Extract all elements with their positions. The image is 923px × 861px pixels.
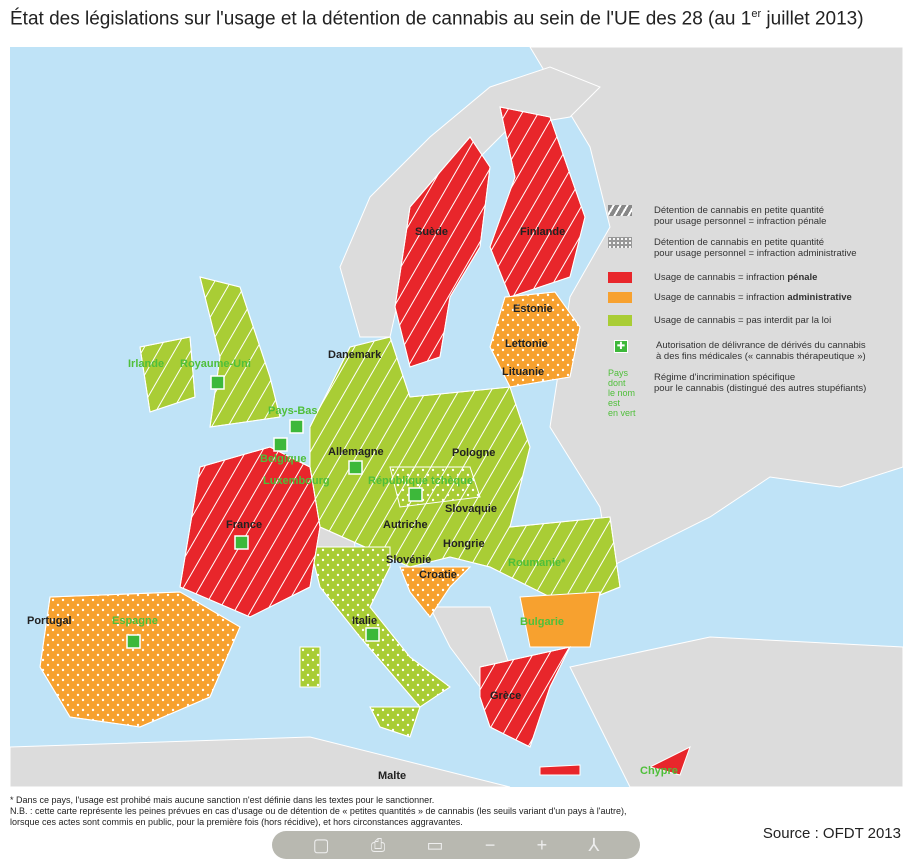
save-icon[interactable]: ▢: [312, 835, 330, 855]
legend-hatch-line: Détention de cannabis en petite quantité: [654, 205, 825, 216]
country-label: France: [226, 519, 262, 531]
country-label: Lituanie: [502, 366, 544, 378]
turkey-balkans: [569, 636, 903, 787]
map-title: État des législations sur l'usage et la …: [10, 8, 864, 30]
country-label: Irlande: [128, 358, 164, 370]
country-finland: [489, 106, 586, 298]
green-name-key: Pays dont le nom est en vert: [608, 368, 636, 418]
country-label: Espagne: [112, 615, 158, 627]
legend-red: Usage de cannabis = infraction pénale: [654, 272, 818, 283]
print-icon[interactable]: ⎙: [370, 835, 386, 855]
country-label: Estonie: [513, 303, 553, 315]
country-label: Hongrie: [443, 538, 485, 550]
country-label: Roumanie*: [508, 557, 566, 569]
country-label: Royaume-Uni: [180, 358, 251, 370]
page-icon[interactable]: ▭: [426, 835, 444, 855]
country-label: Chypre: [640, 765, 678, 777]
country-baltics: [489, 291, 581, 388]
red-swatch: [608, 272, 632, 283]
country-label: Croatie: [419, 569, 457, 581]
country-label: Finlande: [520, 226, 565, 238]
pdf-viewer-toolbar[interactable]: ▢ ⎙ ▭ − + ⅄: [272, 831, 640, 859]
country-label: Allemagne: [328, 446, 384, 458]
hatch-swatch: [608, 205, 632, 216]
country-label: Pays-Bas: [268, 405, 318, 417]
country-greece: [479, 646, 691, 776]
country-label: Italie: [352, 615, 377, 627]
europe-map: Suède Finlande Estonie Lettonie Lituanie Dane…: [10, 47, 903, 787]
source: Source : OFDT 2013: [762, 825, 901, 842]
country-label: Pologne: [452, 447, 495, 459]
medical-cross-icon: ✚: [614, 340, 628, 353]
footnotes: * Dans ce pays, l'usage est prohibé mais…: [10, 795, 627, 827]
country-sweden: [394, 136, 491, 368]
country-label: Danemark: [328, 349, 382, 361]
legend-dots-line: pour usage personnel = infraction admini…: [654, 248, 857, 259]
zoom-out-icon[interactable]: −: [484, 835, 496, 855]
country-label: Autriche: [383, 519, 428, 531]
country-label: Lettonie: [505, 338, 548, 350]
country-label: Luxembourg: [263, 475, 330, 487]
green-swatch: [608, 315, 632, 326]
country-france: [179, 446, 321, 618]
country-label: Suède: [415, 226, 448, 238]
legend-hatch-line: pour usage personnel = infraction pénale: [654, 216, 827, 227]
country-italy: [299, 546, 451, 738]
legend-orange: Usage de cannabis = infraction administr…: [654, 292, 852, 303]
country-uk-ireland: [139, 276, 281, 428]
acrobat-icon[interactable]: ⅄: [588, 835, 600, 855]
legend-green-name-line: pour le cannabis (distingué des autres s…: [654, 383, 867, 394]
legend-green-name-line: Régime d'incrimination spécifique: [654, 372, 796, 383]
country-bulgaria: [519, 591, 601, 648]
country-iberia: [39, 591, 241, 728]
country-label: Slovénie: [386, 554, 431, 566]
orange-swatch: [608, 292, 632, 303]
country-label: Portugal: [27, 615, 72, 627]
dots-swatch: [608, 237, 632, 248]
legend-green: Usage de cannabis = pas interdit par la …: [654, 315, 832, 326]
africa: [10, 736, 511, 787]
country-croatia: [399, 566, 472, 618]
legend-cross-line: à des fins médicales (« cannabis thérape…: [656, 351, 866, 362]
country-label: Bulgarie: [520, 616, 564, 628]
zoom-in-icon[interactable]: +: [536, 835, 548, 855]
country-label: République tchèque: [368, 475, 473, 487]
medical-cross-markers: [126, 375, 423, 649]
country-label: Slovaquie: [445, 503, 497, 515]
country-label: Belgique: [260, 453, 306, 465]
country-label: Grèce: [490, 690, 521, 702]
legend-cross-line: Autorisation de délivrance de dérivés du…: [656, 340, 866, 351]
legend-dots-line: Détention de cannabis en petite quantité: [654, 237, 825, 248]
country-label: Malte: [378, 770, 406, 782]
